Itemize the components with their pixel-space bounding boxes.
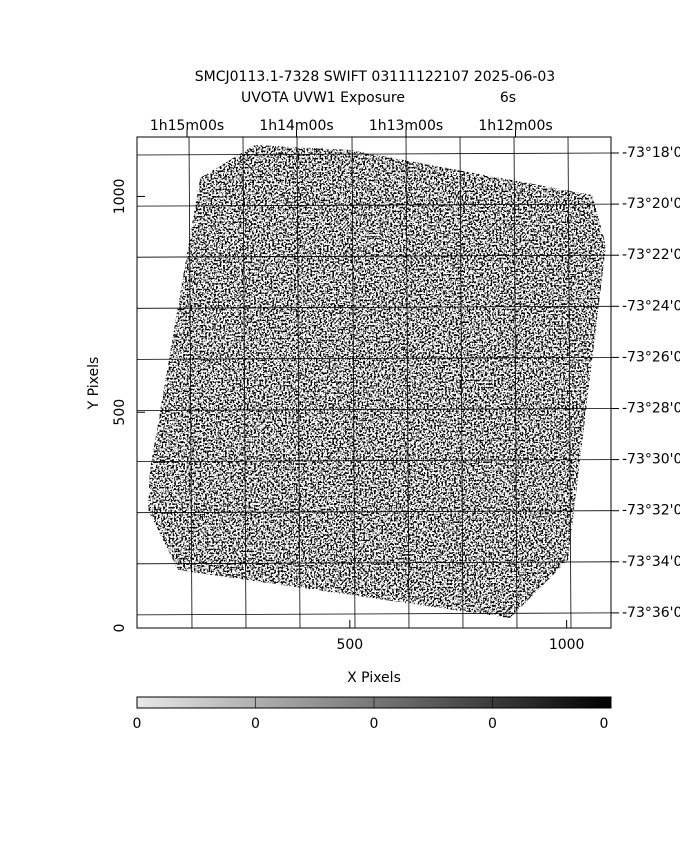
chart-subtitle: UVOTA UVW1 Exposure [241,90,405,106]
ra-grid-line [405,136,410,629]
exposure-image [148,145,606,618]
dec-grid-line [136,612,612,616]
dec-grid-line [136,203,612,207]
dec-label: -73°28'0 [622,401,680,417]
ra-label: 1h14m00s [259,118,333,134]
ra-grid-line [513,136,518,629]
y-tick-label: 0 [112,624,128,633]
dec-grid-line [136,408,612,411]
dec-label: -73°18'0 [622,145,680,161]
dec-label: -73°30'0 [622,452,680,468]
y-tick-label: 500 [112,399,128,426]
chart-title: SMCJ0113.1-7328 SWIFT 03111122107 2025-0… [195,69,555,85]
y-tick-label: 1000 [112,179,128,215]
dec-label: -73°34'0 [622,554,680,570]
dec-label: -73°22'0 [622,247,680,263]
ra-grid-line [296,136,301,629]
dec-grid-line [136,254,612,258]
plot-frame [136,136,612,629]
x-axis-label: X Pixels [347,670,401,686]
dec-label: -73°26'0 [622,349,680,365]
ra-label: 1h13m00s [369,118,443,134]
dec-label: -73°20'0 [622,196,680,212]
ra-grid-line [567,136,572,629]
dec-label: -73°36'0 [622,605,680,621]
colorbar-label: 0 [600,716,609,732]
ra-grid-line [188,136,193,629]
ra-label: 1h15m00s [150,118,224,134]
ra-grid-line [351,136,356,629]
dec-label: -73°32'0 [622,503,680,519]
dec-label: -73°24'0 [622,298,680,314]
exposure-time: 6s [500,90,516,106]
colorbar-label: 0 [251,716,260,732]
dec-grid-line [136,356,612,360]
dec-grid-line [136,152,612,156]
colorbar-label: 0 [370,716,379,732]
ra-label: 1h12m00s [478,118,552,134]
y-axis-label: Y Pixels [86,357,102,411]
dec-grid-line [136,305,612,309]
colorbar-label: 0 [488,716,497,732]
ra-grid-line [459,136,464,629]
dec-grid-line [136,459,612,463]
ra-grid-line [242,136,247,629]
x-tick-label: 1000 [549,637,585,653]
dec-grid-line [136,510,612,514]
dec-grid-line [136,561,612,565]
x-tick-label: 500 [336,637,363,653]
colorbar-label: 0 [133,716,142,732]
